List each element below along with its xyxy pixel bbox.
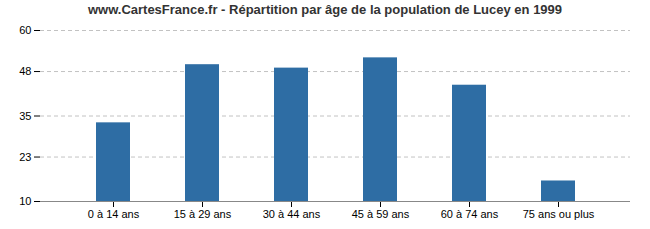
svg-text:45 à 59 ans: 45 à 59 ans <box>352 208 410 220</box>
svg-text:60: 60 <box>19 24 31 36</box>
svg-text:30 à 44 ans: 30 à 44 ans <box>263 208 321 220</box>
svg-text:75 ans ou plus: 75 ans ou plus <box>523 208 595 220</box>
svg-text:0 à 14 ans: 0 à 14 ans <box>88 208 140 220</box>
svg-text:23: 23 <box>19 151 31 163</box>
svg-text:15 à 29 ans: 15 à 29 ans <box>174 208 232 220</box>
html-text:www.CartesFrance.fr - Répartit: www.CartesFrance.fr - Répartition par âg… <box>87 2 563 17</box>
svg-text:10: 10 <box>19 195 31 207</box>
svg-text:35: 35 <box>19 110 31 122</box>
svg-text:60 à 74 ans: 60 à 74 ans <box>441 208 499 220</box>
svg-text:48: 48 <box>19 65 31 77</box>
